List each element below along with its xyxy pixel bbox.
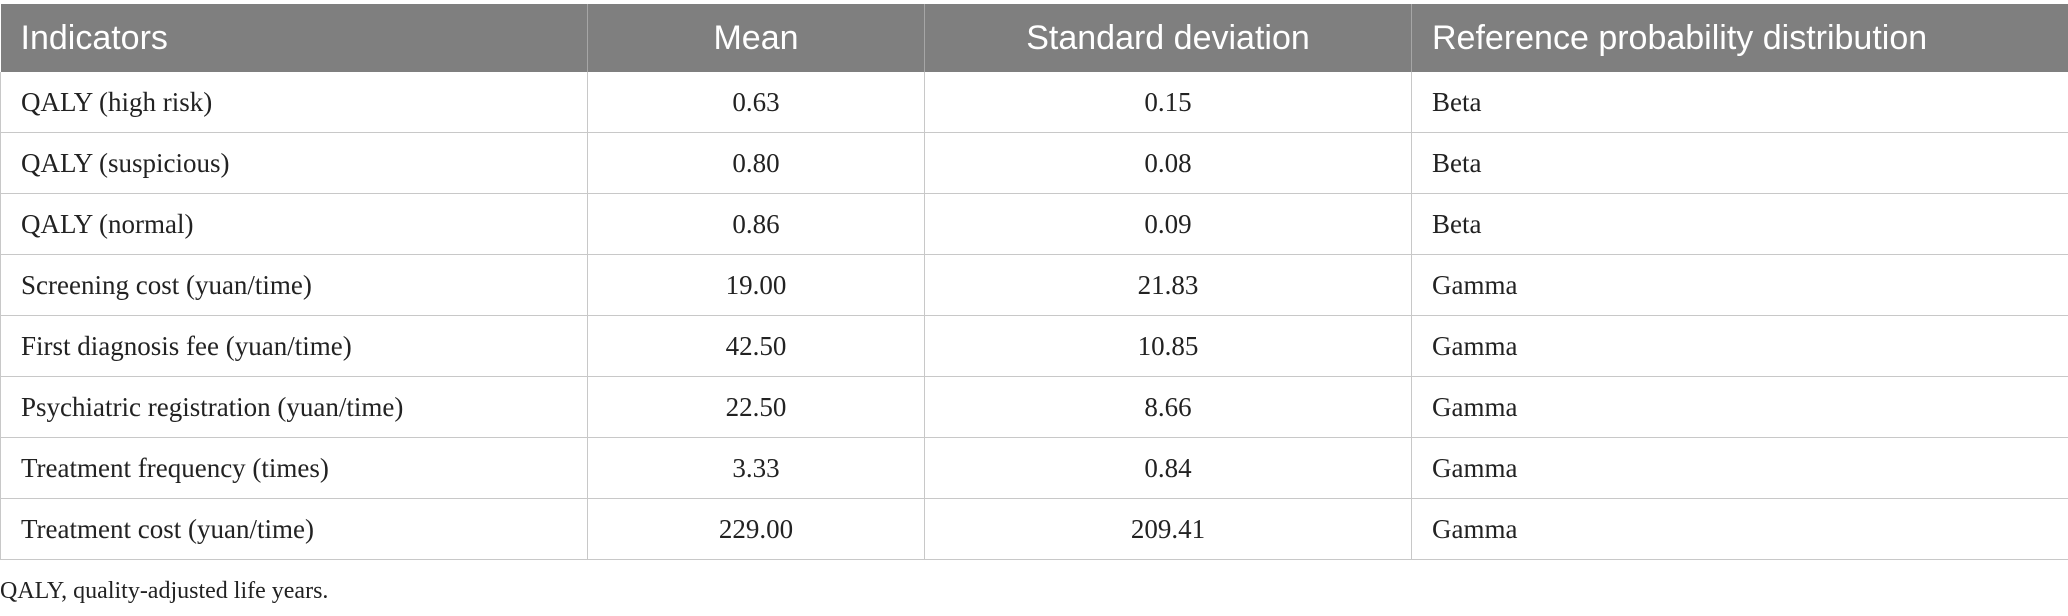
table-row: Treatment frequency (times) 3.33 0.84 Ga… xyxy=(0,437,2068,499)
distribution-cell: Gamma xyxy=(1411,315,2068,377)
mean-cell: 229.00 xyxy=(587,498,925,560)
mean-cell: 42.50 xyxy=(587,315,925,377)
table-footnote: QALY, quality-adjusted life years. xyxy=(0,578,329,604)
header-standard-deviation: Standard deviation xyxy=(924,4,1412,72)
sd-cell: 21.83 xyxy=(924,254,1412,316)
distribution-cell: Beta xyxy=(1411,72,2068,133)
indicator-cell: QALY (normal) xyxy=(0,193,588,255)
mean-cell: 19.00 xyxy=(587,254,925,316)
table-row: QALY (normal) 0.86 0.09 Beta xyxy=(0,193,2068,255)
parameter-table: Indicators Mean Standard deviation Refer… xyxy=(0,4,2068,560)
mean-cell: 22.50 xyxy=(587,376,925,438)
table-body: QALY (high risk) 0.63 0.15 Beta QALY (su… xyxy=(0,72,2068,560)
sd-cell: 209.41 xyxy=(924,498,1412,560)
header-distribution: Reference probability distribution xyxy=(1411,4,2068,72)
indicator-cell: Screening cost (yuan/time) xyxy=(0,254,588,316)
indicator-cell: QALY (high risk) xyxy=(0,72,588,133)
sd-cell: 0.09 xyxy=(924,193,1412,255)
mean-cell: 0.86 xyxy=(587,193,925,255)
distribution-cell: Gamma xyxy=(1411,376,2068,438)
distribution-cell: Gamma xyxy=(1411,437,2068,499)
parameter-table-container: Indicators Mean Standard deviation Refer… xyxy=(0,4,2068,560)
sd-cell: 10.85 xyxy=(924,315,1412,377)
table-row: Psychiatric registration (yuan/time) 22.… xyxy=(0,376,2068,438)
table-row: QALY (suspicious) 0.80 0.08 Beta xyxy=(0,132,2068,194)
header-indicators: Indicators xyxy=(0,4,588,72)
table-header: Indicators Mean Standard deviation Refer… xyxy=(0,4,2068,72)
mean-cell: 3.33 xyxy=(587,437,925,499)
indicator-cell: Treatment cost (yuan/time) xyxy=(0,498,588,560)
indicator-cell: QALY (suspicious) xyxy=(0,132,588,194)
table-row: Treatment cost (yuan/time) 229.00 209.41… xyxy=(0,498,2068,560)
table-row: QALY (high risk) 0.63 0.15 Beta xyxy=(0,72,2068,133)
sd-cell: 0.08 xyxy=(924,132,1412,194)
mean-cell: 0.80 xyxy=(587,132,925,194)
table-row: First diagnosis fee (yuan/time) 42.50 10… xyxy=(0,315,2068,377)
sd-cell: 0.84 xyxy=(924,437,1412,499)
indicator-cell: First diagnosis fee (yuan/time) xyxy=(0,315,588,377)
indicator-cell: Treatment frequency (times) xyxy=(0,437,588,499)
header-mean: Mean xyxy=(587,4,925,72)
header-row: Indicators Mean Standard deviation Refer… xyxy=(0,4,2068,72)
mean-cell: 0.63 xyxy=(587,72,925,133)
sd-cell: 8.66 xyxy=(924,376,1412,438)
sd-cell: 0.15 xyxy=(924,72,1412,133)
distribution-cell: Gamma xyxy=(1411,254,2068,316)
distribution-cell: Gamma xyxy=(1411,498,2068,560)
distribution-cell: Beta xyxy=(1411,132,2068,194)
distribution-cell: Beta xyxy=(1411,193,2068,255)
indicator-cell: Psychiatric registration (yuan/time) xyxy=(0,376,588,438)
table-row: Screening cost (yuan/time) 19.00 21.83 G… xyxy=(0,254,2068,316)
